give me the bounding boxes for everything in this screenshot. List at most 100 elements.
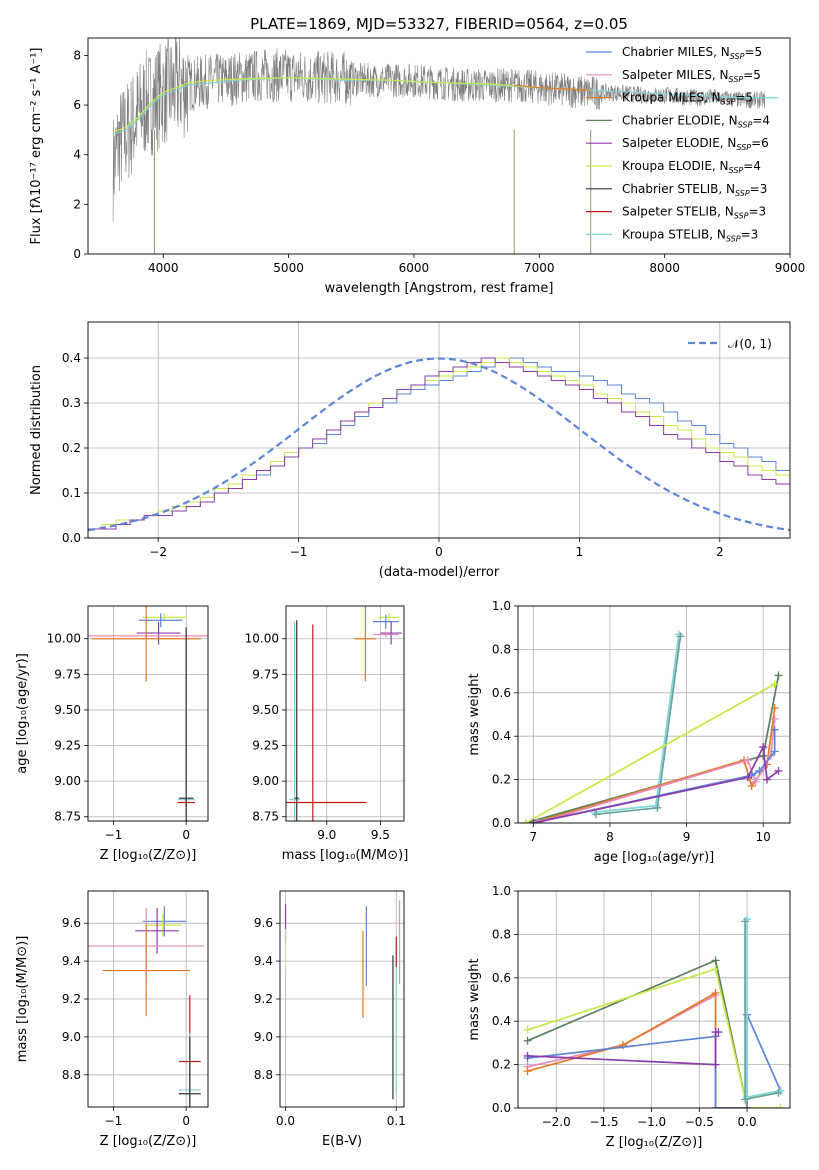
legend-label-main: Salpeter ELODIE, N — [622, 136, 736, 150]
weight-line — [525, 675, 780, 823]
x-tick-label: −2 — [149, 545, 167, 559]
x-axis-label: mass [log₁₀(M/M⊙)] — [282, 848, 409, 863]
weight-marker — [743, 1104, 752, 1108]
legend-entry: Chabrier MILES, NSSP=5 — [586, 45, 762, 61]
legend-label: Salpeter ELODIE, NSSP=6 — [622, 136, 769, 152]
age-vs-mass-panel: 9.0 9.5 8.75 9.00 9.25 9.50 9.75 10.00 mass [log… — [245, 605, 409, 863]
legend-label-main: Chabrier ELODIE, N — [622, 113, 738, 127]
errorbar-point — [294, 620, 299, 821]
errorbar-point — [136, 621, 181, 645]
legend-label-suffix: =4 — [752, 113, 770, 127]
x-tick-label: −1.0 — [637, 1115, 666, 1129]
legend-label-sub: SSP — [736, 143, 751, 152]
plot-area — [88, 906, 205, 1107]
y-tick-label: 9.00 — [54, 774, 81, 788]
y-tick-label: 9.4 — [254, 954, 273, 968]
x-tick-label: 0.1 — [387, 1114, 406, 1128]
weight-marker — [774, 671, 783, 680]
x-tick-label: 9.0 — [317, 828, 336, 842]
x-tick-label: 2 — [716, 545, 724, 559]
legend-label-sub: SSP — [729, 166, 744, 175]
legend-label-main: Kroupa ELODIE, N — [622, 159, 729, 173]
y-tick-label: 9.2 — [254, 992, 273, 1006]
y-tick-label: 9.00 — [252, 774, 279, 788]
x-axis-label: age [log₁₀(age/yr)] — [594, 850, 715, 865]
legend-label: Kroupa STELIB, NSSP=3 — [622, 227, 758, 243]
errorbar-point — [144, 913, 182, 937]
weight-marker — [529, 819, 538, 823]
plot-area — [88, 357, 790, 538]
errorbar-point — [372, 614, 399, 629]
legend-entry: Kroupa STELIB, NSSP=3 — [586, 227, 758, 243]
legend-label-sub: SSP — [726, 234, 741, 243]
weight-marker — [533, 819, 542, 823]
observed-spectrum-line — [112, 38, 766, 222]
legend-label-main: Kroupa MILES, N — [622, 91, 721, 105]
x-tick-label: 5000 — [273, 261, 304, 275]
y-tick-label: 9.4 — [62, 954, 81, 968]
weight-marker — [714, 1028, 723, 1037]
axes-frame — [285, 605, 405, 822]
plot-area — [88, 606, 208, 821]
mass-weight-vs-age-panel: 7 8 9 10 0.0 0.2 0.4 0.6 0.8 1.0 age [log₁₀(age/yr… — [467, 599, 791, 865]
weight-marker — [751, 777, 760, 786]
x-axis-label: Z [log₁₀(Z/Z⊙)] — [100, 848, 197, 863]
legend-label-main: Kroupa STELIB, N — [622, 227, 726, 241]
x-tick-label: 0 — [435, 545, 443, 559]
x-tick-label: 0.0 — [276, 1114, 295, 1128]
weight-marker — [763, 775, 772, 784]
x-tick-label: 4000 — [148, 261, 179, 275]
y-tick-label: 0.2 — [62, 441, 81, 455]
y-tick-label: 0.6 — [492, 686, 511, 700]
weight-line — [527, 993, 748, 1108]
histogram-step-line — [88, 357, 790, 538]
plot-area — [112, 38, 778, 254]
errorbar-point — [289, 621, 300, 821]
x-tick-label: 0 — [182, 828, 190, 842]
legend-entry: Chabrier ELODIE, NSSP=4 — [586, 113, 770, 129]
y-tick-label: 10.00 — [47, 632, 81, 646]
y-axis-label: Normed distribution — [29, 365, 44, 495]
x-axis-label: wavelength [Angstrom, rest frame] — [325, 281, 554, 296]
y-tick-label: 0.2 — [492, 773, 511, 787]
weight-marker — [592, 810, 601, 819]
legend-label-main: Salpeter STELIB, N — [622, 205, 734, 219]
legend-label-sub: SSP — [730, 52, 745, 61]
y-tick-label: 9.50 — [54, 703, 81, 717]
y-tick-label: 9.0 — [254, 1030, 273, 1044]
legend-label-suffix: =3 — [750, 182, 768, 196]
weight-marker — [521, 819, 530, 823]
plot-area — [286, 606, 402, 821]
y-tick-label: 4 — [73, 148, 81, 162]
weight-marker — [743, 773, 752, 782]
y-tick-label: 0.0 — [492, 816, 511, 830]
legend-entry: Kroupa ELODIE, NSSP=4 — [586, 159, 761, 175]
weight-marker — [523, 1067, 532, 1076]
y-tick-label: 1.0 — [492, 884, 511, 898]
y-tick-label: 8.8 — [62, 1068, 81, 1082]
y-tick-label: 8 — [73, 48, 81, 62]
weight-marker — [741, 1095, 750, 1104]
model-spectrum-line — [112, 77, 590, 133]
mass-weight-vs-metallicity-panel: −2.0 −1.5 −1.0 −0.5 0.0 0.0 0.2 0.4 0.6 0.8 1.0 Z [… — [467, 884, 791, 1150]
weight-line — [746, 919, 781, 1099]
y-tick-label: 8.8 — [254, 1068, 273, 1082]
errorbar-point — [138, 613, 183, 628]
weight-marker — [755, 766, 764, 775]
weight-marker — [774, 766, 783, 775]
legend-label-suffix: =6 — [751, 136, 769, 150]
y-tick-label: 0.6 — [492, 971, 511, 985]
y-tick-label: 0.4 — [492, 1014, 511, 1028]
y-tick-label: 9.50 — [252, 703, 279, 717]
weight-marker — [711, 1104, 720, 1108]
y-axis-label: mass [log₁₀(M/M⊙)] — [15, 936, 30, 1063]
gaussian-curve — [88, 357, 790, 532]
y-tick-label: 0.4 — [492, 729, 511, 743]
weight-marker — [711, 965, 720, 974]
y-tick-label: 0.3 — [62, 396, 81, 410]
x-axis-label: Z [log₁₀(Z/Z⊙)] — [606, 1135, 703, 1150]
weight-marker — [523, 1051, 532, 1060]
y-tick-label: 9.6 — [254, 916, 273, 930]
errorbar-point — [102, 925, 190, 1017]
y-tick-label: 0.2 — [492, 1058, 511, 1072]
